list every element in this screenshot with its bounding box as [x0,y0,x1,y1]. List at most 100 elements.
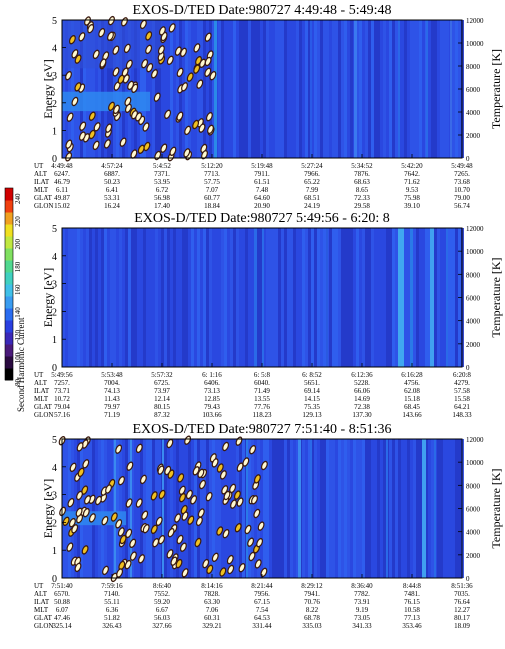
spectrogram-column [227,439,230,578]
orbit-cell: 6:16:28 [401,371,423,379]
spectrogram-column [308,439,311,578]
spectrogram-column [365,439,368,578]
spectrogram-column [194,439,197,578]
track-core [78,469,84,476]
track-core [131,552,136,560]
orbit-cell: 118.23 [253,411,272,419]
orbit-cell: 70.76 [304,598,320,606]
track-core [105,140,110,148]
spectrogram-column [158,228,161,367]
spectrogram-column [380,439,383,578]
orbit-cell: 6.11 [56,186,68,194]
spectrogram-column [110,20,113,158]
spectrogram-column [446,439,449,578]
spectrogram-column [281,439,284,578]
track-core [176,47,181,55]
track-core [111,574,117,581]
orbit-cell: 6.41 [106,186,119,194]
orbit-cell: 63.30 [204,598,220,606]
orbit-cell: 353.46 [402,622,422,630]
orbit-cell: 329.21 [202,622,222,630]
orbit-cell: 69.14 [304,387,320,395]
orbit-cell: 73.68 [454,178,470,186]
track-core [185,127,190,134]
particle-tracks [58,435,268,583]
spectrogram-column [395,20,398,158]
spectrogram-column [269,20,272,158]
orbit-cell: 7713. [204,170,220,178]
track-core [205,58,211,65]
orbit-cell: 325.14 [52,622,72,630]
track-core [66,72,71,80]
spectrogram-column [350,228,353,367]
spectrogram-column [179,228,182,367]
spectrogram-column [152,439,155,578]
spectrogram-column [308,20,311,158]
track-core [82,440,88,448]
spectrogram-column [419,439,422,578]
spectrogram-column [137,20,140,158]
orbit-row-label: ALT [34,170,48,178]
track-core [60,508,65,515]
track-core [93,142,99,149]
left-axis-tick-label: 1 [52,335,57,346]
track-core [167,550,173,558]
colorbar-tick-label: 140 [14,307,22,318]
orbit-cell: 62.08 [404,387,420,395]
track-core [217,527,222,535]
track-core [152,525,157,533]
orbit-cell: 51.82 [104,614,120,622]
spectrogram-column [137,439,140,578]
orbit-cell: 53.95 [154,178,170,186]
spectrogram-column [290,20,293,158]
bright-stripe [298,439,301,578]
spectrogram-column [167,20,170,158]
orbit-row-label: MLT [34,395,49,403]
spectrogram-column [95,439,98,578]
track-core [143,123,149,131]
track-core [200,59,205,67]
orbit-cell: 7642. [404,170,420,178]
orbit-cell: 8:21:44 [251,582,273,590]
bright-stripe [262,228,264,367]
spectrogram-column [413,439,416,578]
orbit-cell: 8.65 [356,186,369,194]
spectrogram-column [227,228,230,367]
track-core [144,143,150,150]
left-axis-tick-label: 4 [52,252,57,263]
spectrogram-column [68,20,71,158]
track-core [193,121,198,128]
spectrogram-column [323,20,326,158]
orbit-cell: 87.32 [154,411,170,419]
spectrogram-column [371,439,374,578]
colorbar-tick-label: 220 [14,216,22,227]
spectrogram-column [299,20,302,158]
left-axis-tick-label: 2 [52,307,57,318]
spectrogram-column [158,439,161,578]
spectrogram-column [386,228,389,367]
right-axis-tick-label: 4000 [466,318,481,326]
spectrogram-column [107,228,110,367]
spectrogram-column [128,439,131,578]
spectrogram-column [362,228,365,367]
orbit-cell: 80.17 [454,614,470,622]
spectrogram-column [284,20,287,158]
orbit-cell: 5:57:32 [151,371,173,379]
track-core [63,517,69,525]
orbit-cell: 6725. [154,379,170,387]
orbit-cell: 39.10 [404,202,420,210]
spectrogram-column [242,439,245,578]
orbit-cell: 73.13 [204,387,220,395]
orbit-cell: 7265. [454,170,470,178]
spectrogram-column [347,20,350,158]
orbit-cell: 73.71 [54,387,70,395]
spectrogram-column [305,20,308,158]
particle-tracks [65,15,217,162]
track-core [89,131,95,138]
orbit-cell: 4756. [404,379,420,387]
orbit-row-label: ALT [34,590,48,598]
track-core [160,27,165,35]
spectrogram-column [107,20,110,158]
spectrogram-column [161,20,164,158]
spectrogram-column [296,439,299,578]
